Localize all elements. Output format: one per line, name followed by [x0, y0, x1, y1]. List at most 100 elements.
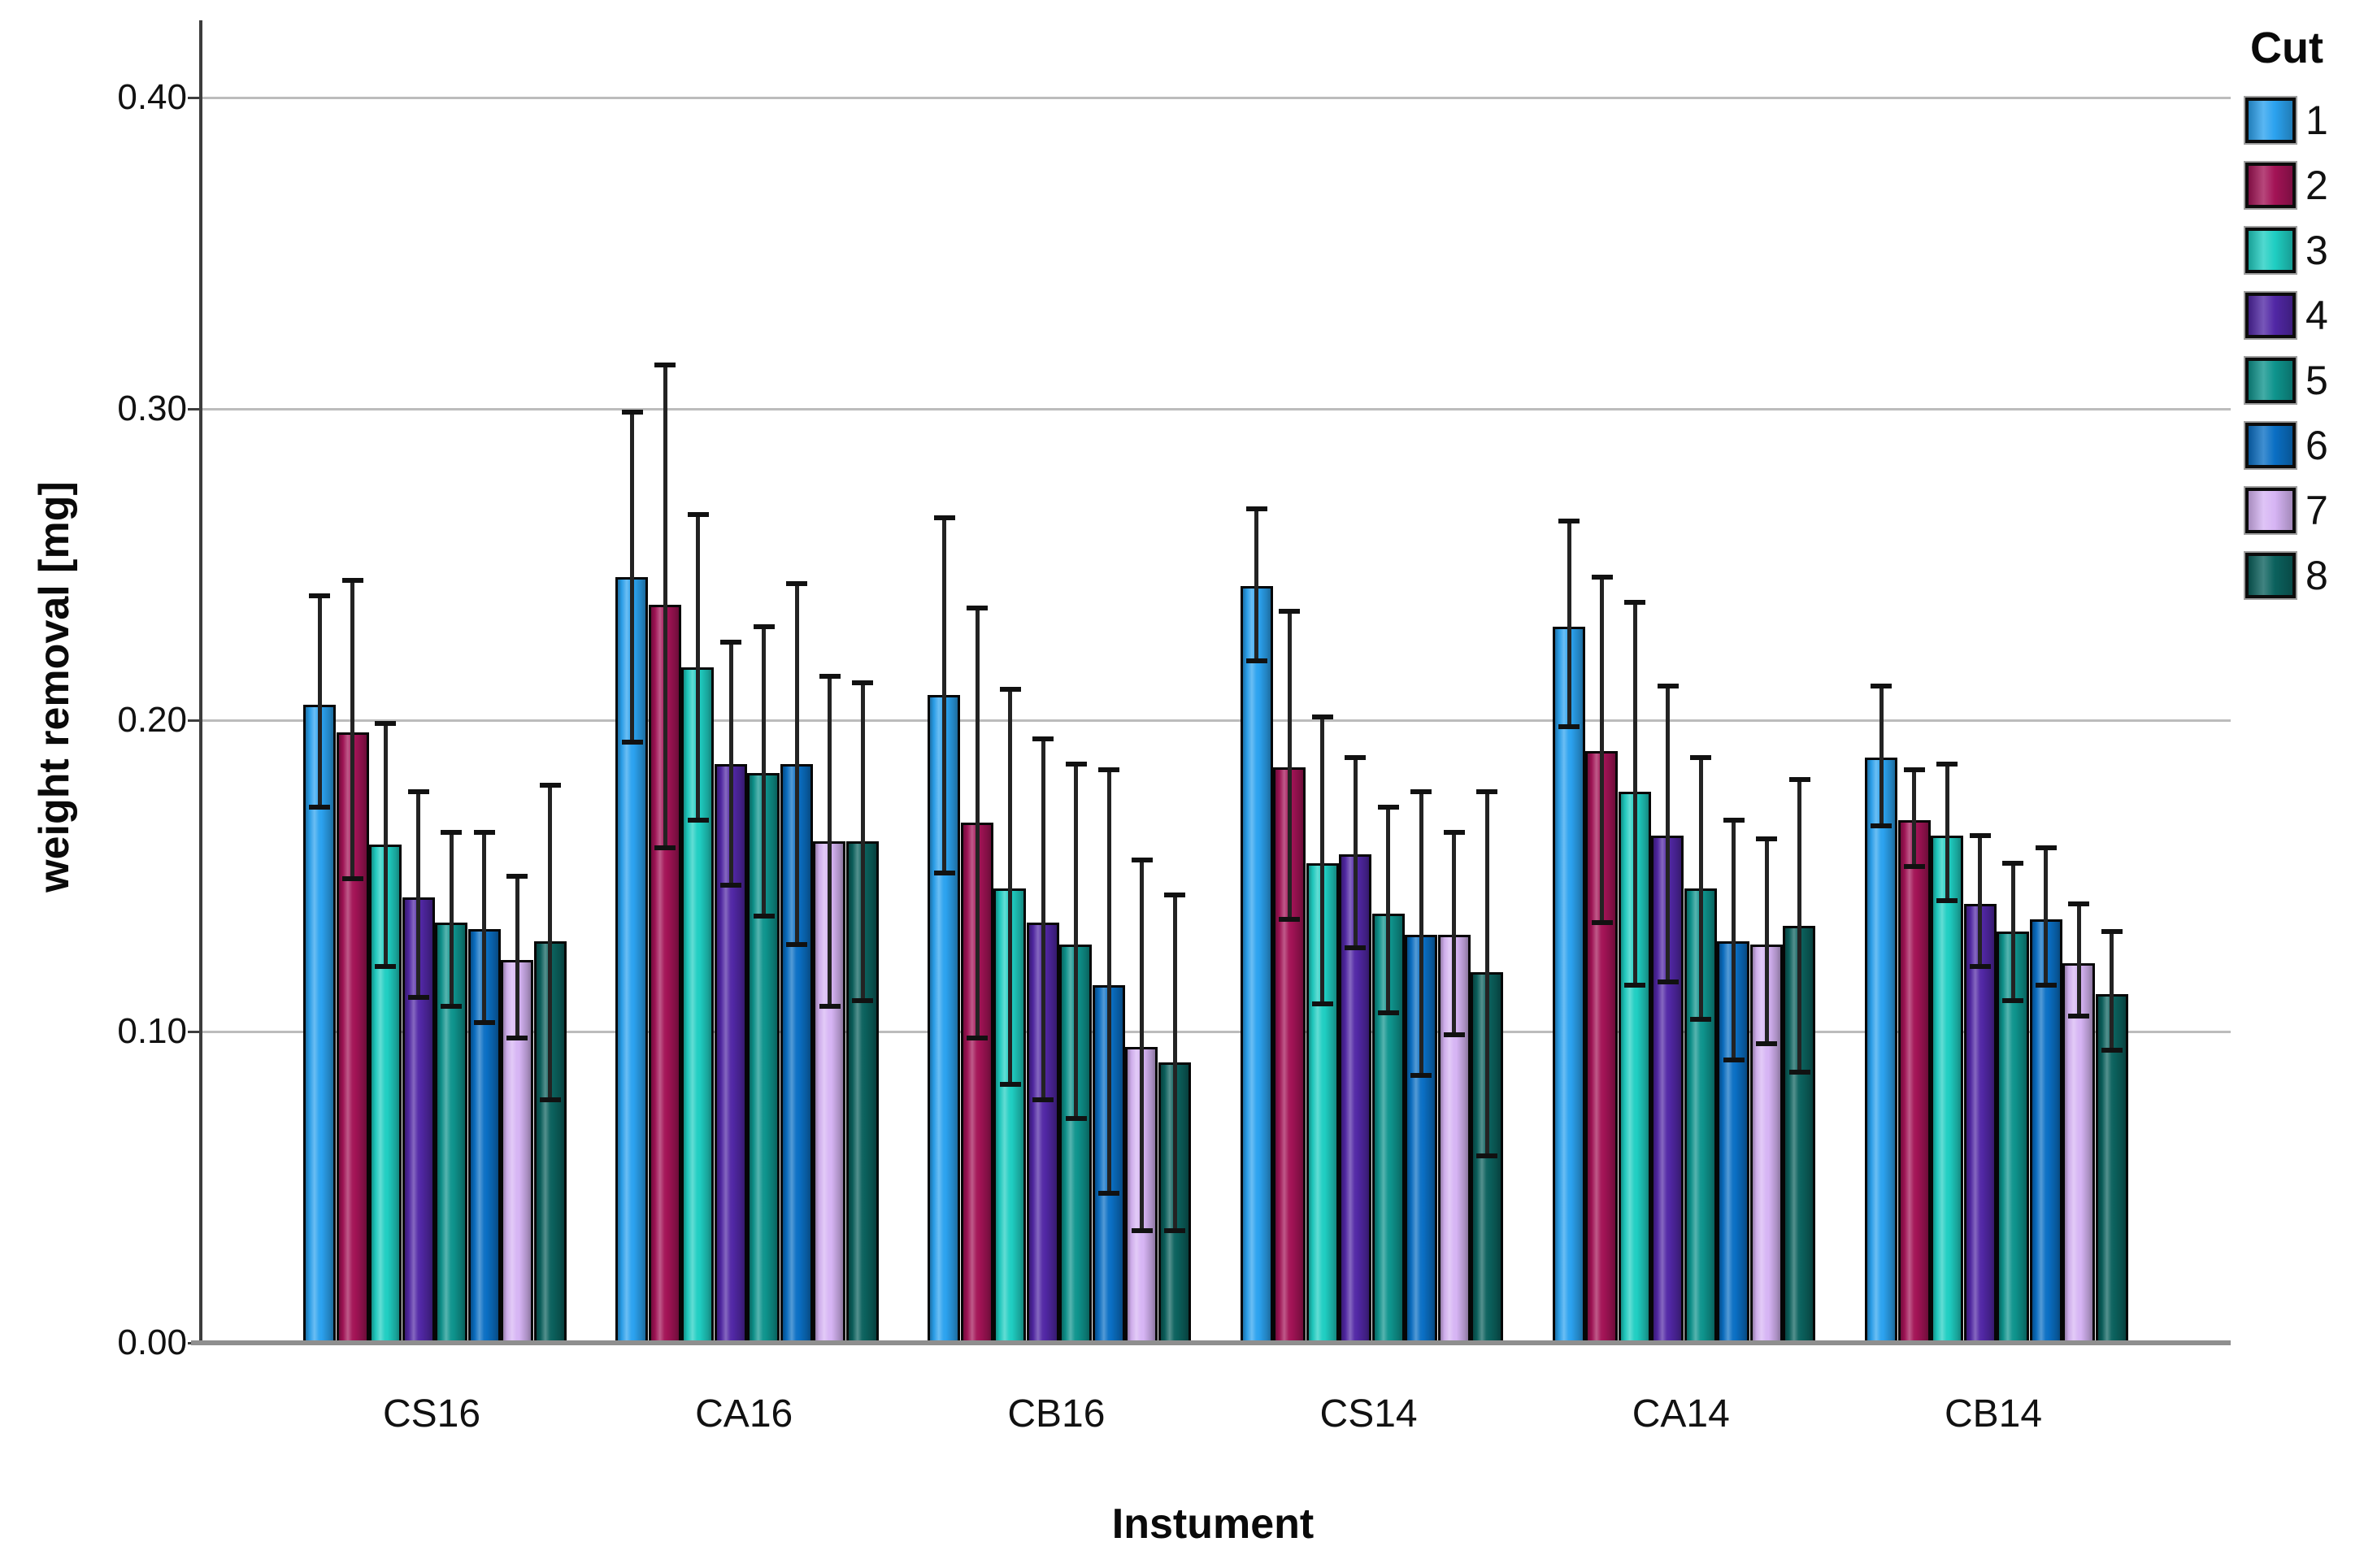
- error-bar: [1074, 763, 1079, 1119]
- error-cap-bottom: [852, 997, 873, 1003]
- error-bar: [1567, 520, 1571, 727]
- error-bar: [1698, 758, 1703, 1019]
- y-tick-label: 0.00: [117, 1323, 187, 1362]
- error-bar: [1666, 685, 1670, 982]
- x-category-label-CS14: CS14: [1319, 1392, 1418, 1436]
- error-bar: [416, 792, 421, 997]
- error-bar: [663, 365, 667, 848]
- error-cap-top: [786, 580, 807, 586]
- legend-label: 3: [2305, 228, 2328, 273]
- error-cap-top: [1558, 518, 1580, 523]
- y-axis-tick: [188, 97, 199, 99]
- error-cap-bottom: [1624, 982, 1645, 988]
- error-bar: [1008, 688, 1013, 1085]
- error-cap-top: [473, 829, 495, 835]
- error-bar: [317, 595, 322, 808]
- plot-area: [188, 20, 2231, 1345]
- error-cap-bottom: [1311, 1001, 1333, 1006]
- error-bar: [2110, 932, 2114, 1050]
- error-cap-top: [753, 624, 775, 630]
- x-axis-title: Instument: [1111, 1501, 1315, 1548]
- legend-swatch-icon: [2244, 161, 2297, 210]
- y-tick-label: 0.10: [117, 1011, 187, 1051]
- bar-cut2-CA14: [1585, 751, 1619, 1343]
- y-tick-label: 0.30: [117, 389, 187, 428]
- error-cap-top: [1723, 817, 1745, 823]
- error-cap-top: [1410, 789, 1432, 795]
- error-cap-bottom: [753, 914, 775, 919]
- error-cap-bottom: [687, 817, 709, 823]
- error-bar: [1978, 835, 1983, 966]
- error-cap-bottom: [1164, 1228, 1186, 1234]
- legend-label: 5: [2305, 358, 2328, 403]
- bar-cut2-CS16: [336, 732, 369, 1343]
- error-bar: [449, 832, 454, 1007]
- x-category-label-CA16: CA16: [695, 1392, 793, 1436]
- legend-swatch-icon: [2244, 421, 2297, 470]
- error-bar: [1287, 610, 1292, 920]
- error-cap-top: [539, 783, 561, 788]
- legend-label: 7: [2305, 488, 2328, 533]
- error-bar: [975, 608, 980, 1038]
- error-bar: [630, 411, 634, 742]
- error-bar: [1106, 770, 1111, 1194]
- error-cap-bottom: [999, 1082, 1021, 1088]
- legend-label: 6: [2305, 423, 2328, 468]
- x-axis-line: [191, 1340, 2231, 1345]
- error-cap-top: [1788, 776, 1810, 782]
- error-cap-top: [1098, 767, 1120, 773]
- error-cap-top: [720, 640, 741, 645]
- error-cap-top: [1443, 829, 1465, 835]
- error-cap-bottom: [1969, 963, 1991, 969]
- error-cap-bottom: [786, 941, 807, 947]
- legend-swatch-icon: [2244, 356, 2297, 405]
- error-cap-bottom: [375, 963, 397, 969]
- error-cap-bottom: [933, 870, 955, 875]
- legend-swatch-icon: [2244, 486, 2297, 535]
- error-cap-top: [1164, 892, 1186, 897]
- y-tick-label: 0.20: [117, 700, 187, 740]
- error-cap-bottom: [1788, 1069, 1810, 1075]
- error-cap-bottom: [473, 1019, 495, 1025]
- error-cap-top: [1903, 767, 1925, 773]
- error-cap-top: [1245, 506, 1267, 511]
- error-bar: [794, 583, 799, 945]
- error-cap-top: [1311, 715, 1333, 720]
- error-cap-bottom: [1245, 658, 1267, 664]
- bar-cut6-CA14: [1717, 940, 1750, 1343]
- error-cap-top: [1279, 609, 1301, 614]
- error-cap-bottom: [1871, 823, 1893, 829]
- error-cap-top: [852, 680, 873, 685]
- error-cap-top: [1969, 832, 1991, 838]
- error-bar: [1945, 763, 1949, 901]
- error-cap-bottom: [654, 845, 676, 850]
- error-cap-top: [1756, 836, 1777, 841]
- bar-cut5-CS16: [435, 922, 467, 1343]
- error-cap-bottom: [1756, 1041, 1777, 1047]
- error-cap-bottom: [1657, 979, 1679, 984]
- legend-swatch-icon: [2244, 291, 2297, 340]
- x-category-label-CB16: CB16: [1007, 1392, 1106, 1436]
- error-bar: [762, 627, 766, 917]
- legend-swatch-icon: [2244, 96, 2297, 145]
- error-cap-top: [654, 363, 676, 368]
- error-cap-top: [1476, 789, 1498, 795]
- legend-title: Cut: [2250, 24, 2323, 72]
- error-cap-top: [999, 686, 1021, 692]
- error-bar: [350, 580, 355, 880]
- bar-cut1-CS14: [1240, 586, 1273, 1343]
- error-cap-bottom: [1690, 1016, 1711, 1022]
- error-cap-top: [1871, 683, 1893, 688]
- error-bar: [1912, 770, 1917, 867]
- error-cap-bottom: [621, 739, 643, 745]
- error-cap-top: [375, 720, 397, 726]
- error-cap-bottom: [1591, 919, 1613, 925]
- bar-cut2-CB14: [1897, 819, 1931, 1343]
- error-bar: [942, 518, 947, 873]
- error-bar: [383, 723, 388, 966]
- error-cap-bottom: [539, 1097, 561, 1103]
- error-bar: [728, 642, 733, 885]
- legend-item-cut4: 4: [2244, 283, 2364, 348]
- error-cap-bottom: [2101, 1048, 2123, 1053]
